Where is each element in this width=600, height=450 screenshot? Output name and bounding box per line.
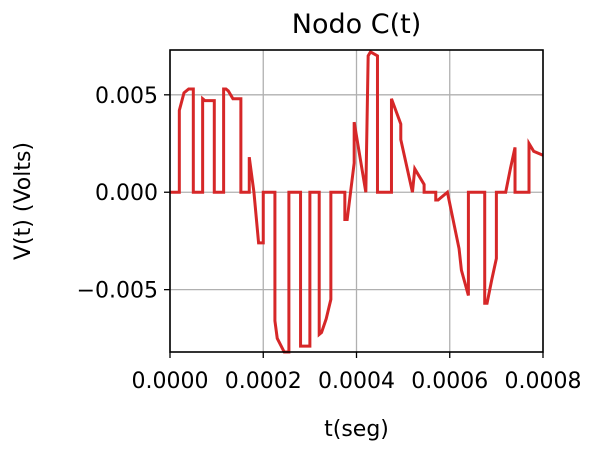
chart-title: Nodo C(t)	[292, 9, 421, 40]
x-tick-label: 0.0008	[505, 369, 582, 394]
series-line-0	[170, 49, 544, 354]
ticks: 0.0000 0.0002 0.0004 0.0006 0.0008 −0.005 0.00…	[77, 84, 582, 394]
y-axis-label: V(t) (Volts)	[11, 142, 36, 260]
y-tick-label: 0.000	[95, 181, 158, 206]
y-tick-label: −0.005	[77, 279, 158, 304]
x-tick-label: 0.0004	[318, 369, 395, 394]
x-tick-label: 0.0000	[132, 369, 209, 394]
x-tick-label: 0.0002	[225, 369, 302, 394]
y-tick-label: 0.005	[95, 84, 158, 109]
series-layer	[170, 49, 544, 354]
x-axis-label: t(seg)	[324, 417, 389, 442]
x-tick-label: 0.0006	[411, 369, 488, 394]
